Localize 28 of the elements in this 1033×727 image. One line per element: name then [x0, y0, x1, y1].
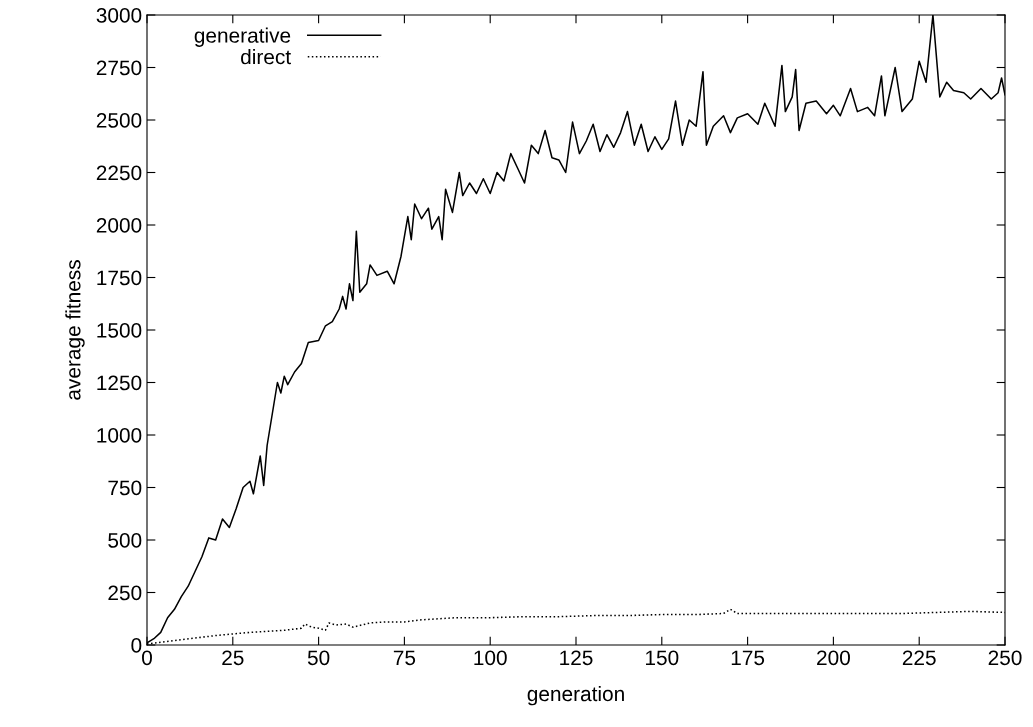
- x-tick-label: 150: [646, 650, 679, 666]
- x-tick-label: 125: [560, 650, 593, 666]
- x-tick-label: 75: [393, 650, 416, 666]
- x-tick-label: 0: [142, 650, 152, 666]
- y-tick-label: 1750: [97, 270, 142, 286]
- x-tick-label: 25: [222, 650, 244, 666]
- y-tick-label: 3000: [96, 8, 142, 23]
- y-tick-label: 500: [108, 533, 142, 548]
- y-tick-label: 2000: [96, 218, 142, 233]
- legend-label: direct: [241, 49, 291, 65]
- x-tick-label: 250: [988, 650, 1022, 666]
- y-tick-label: 1250: [97, 375, 142, 391]
- y-tick-label: 1000: [97, 428, 142, 443]
- y-tick-label: 2250: [96, 165, 142, 181]
- legend-label: generative: [194, 27, 291, 47]
- x-tick-label: 200: [817, 650, 850, 666]
- x-tick-label: 175: [731, 650, 765, 666]
- y-axis-title: average fitness: [65, 260, 85, 400]
- y-tick-label: 250: [108, 585, 142, 601]
- y-tick-label: 1500: [97, 323, 142, 338]
- x-axis-title: generation: [527, 685, 624, 706]
- y-tick-label: 2750: [96, 60, 142, 76]
- x-tick-label: 50: [307, 650, 330, 666]
- x-tick-label: 100: [474, 650, 507, 666]
- x-tick-label: 225: [902, 650, 936, 666]
- y-tick-label: 2500: [96, 113, 142, 128]
- y-tick-label: 750: [108, 480, 142, 496]
- y-tick-label: 0: [131, 638, 142, 653]
